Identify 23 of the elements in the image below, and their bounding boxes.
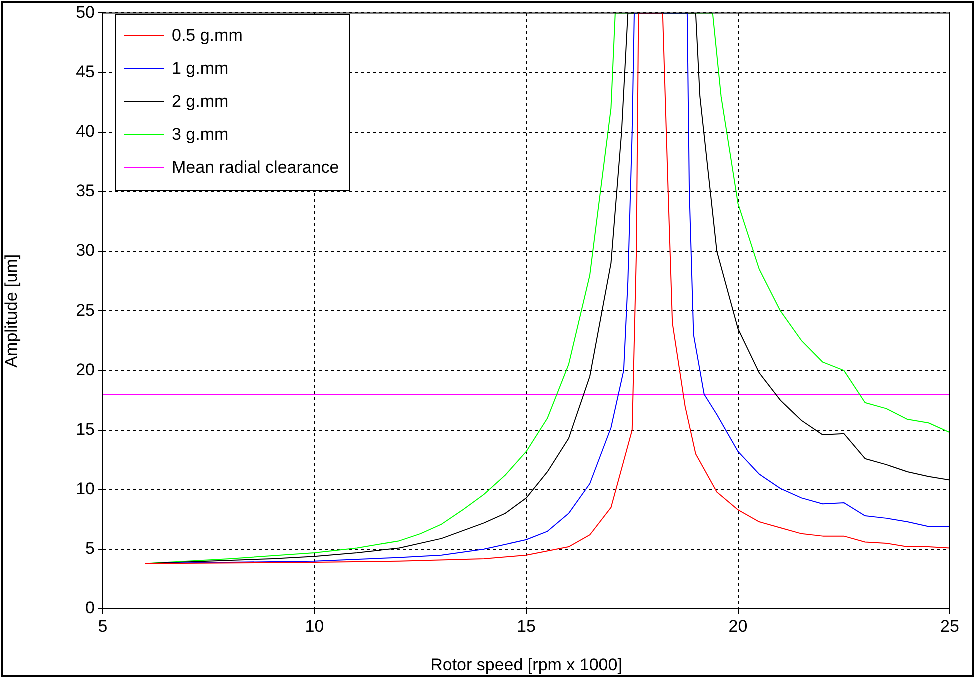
y-tick-label: 5 bbox=[86, 539, 95, 558]
y-tick-label: 30 bbox=[76, 241, 95, 260]
legend-label: 3 g.mm bbox=[172, 124, 229, 144]
y-tick-label: 40 bbox=[76, 122, 95, 142]
y-axis-title: Amplitude [um] bbox=[2, 254, 21, 368]
y-tick-label: 45 bbox=[76, 62, 95, 82]
y-tick-label: 0 bbox=[86, 598, 95, 618]
legend-label: Mean radial clearance bbox=[172, 158, 340, 178]
legend-label: 1 g.mm bbox=[172, 58, 229, 78]
legend-label: 0.5 g.mm bbox=[172, 26, 243, 46]
x-tick-label: 5 bbox=[98, 616, 108, 636]
y-tick-label: 25 bbox=[76, 300, 95, 320]
x-tick-label: 15 bbox=[517, 616, 536, 636]
y-tick-label: 50 bbox=[76, 2, 95, 22]
y-tick-label: 20 bbox=[76, 360, 95, 380]
y-tick-label: 15 bbox=[76, 420, 95, 439]
legend-label: 2 g.mm bbox=[172, 92, 229, 112]
y-tick-label: 10 bbox=[76, 480, 95, 499]
x-axis-title: Rotor speed [rpm x 1000] bbox=[430, 655, 622, 674]
x-tick-label: 25 bbox=[940, 616, 960, 636]
y-tick-label: 35 bbox=[76, 182, 95, 201]
x-tick-label: 10 bbox=[305, 616, 324, 636]
x-tick-label: 20 bbox=[728, 616, 748, 636]
